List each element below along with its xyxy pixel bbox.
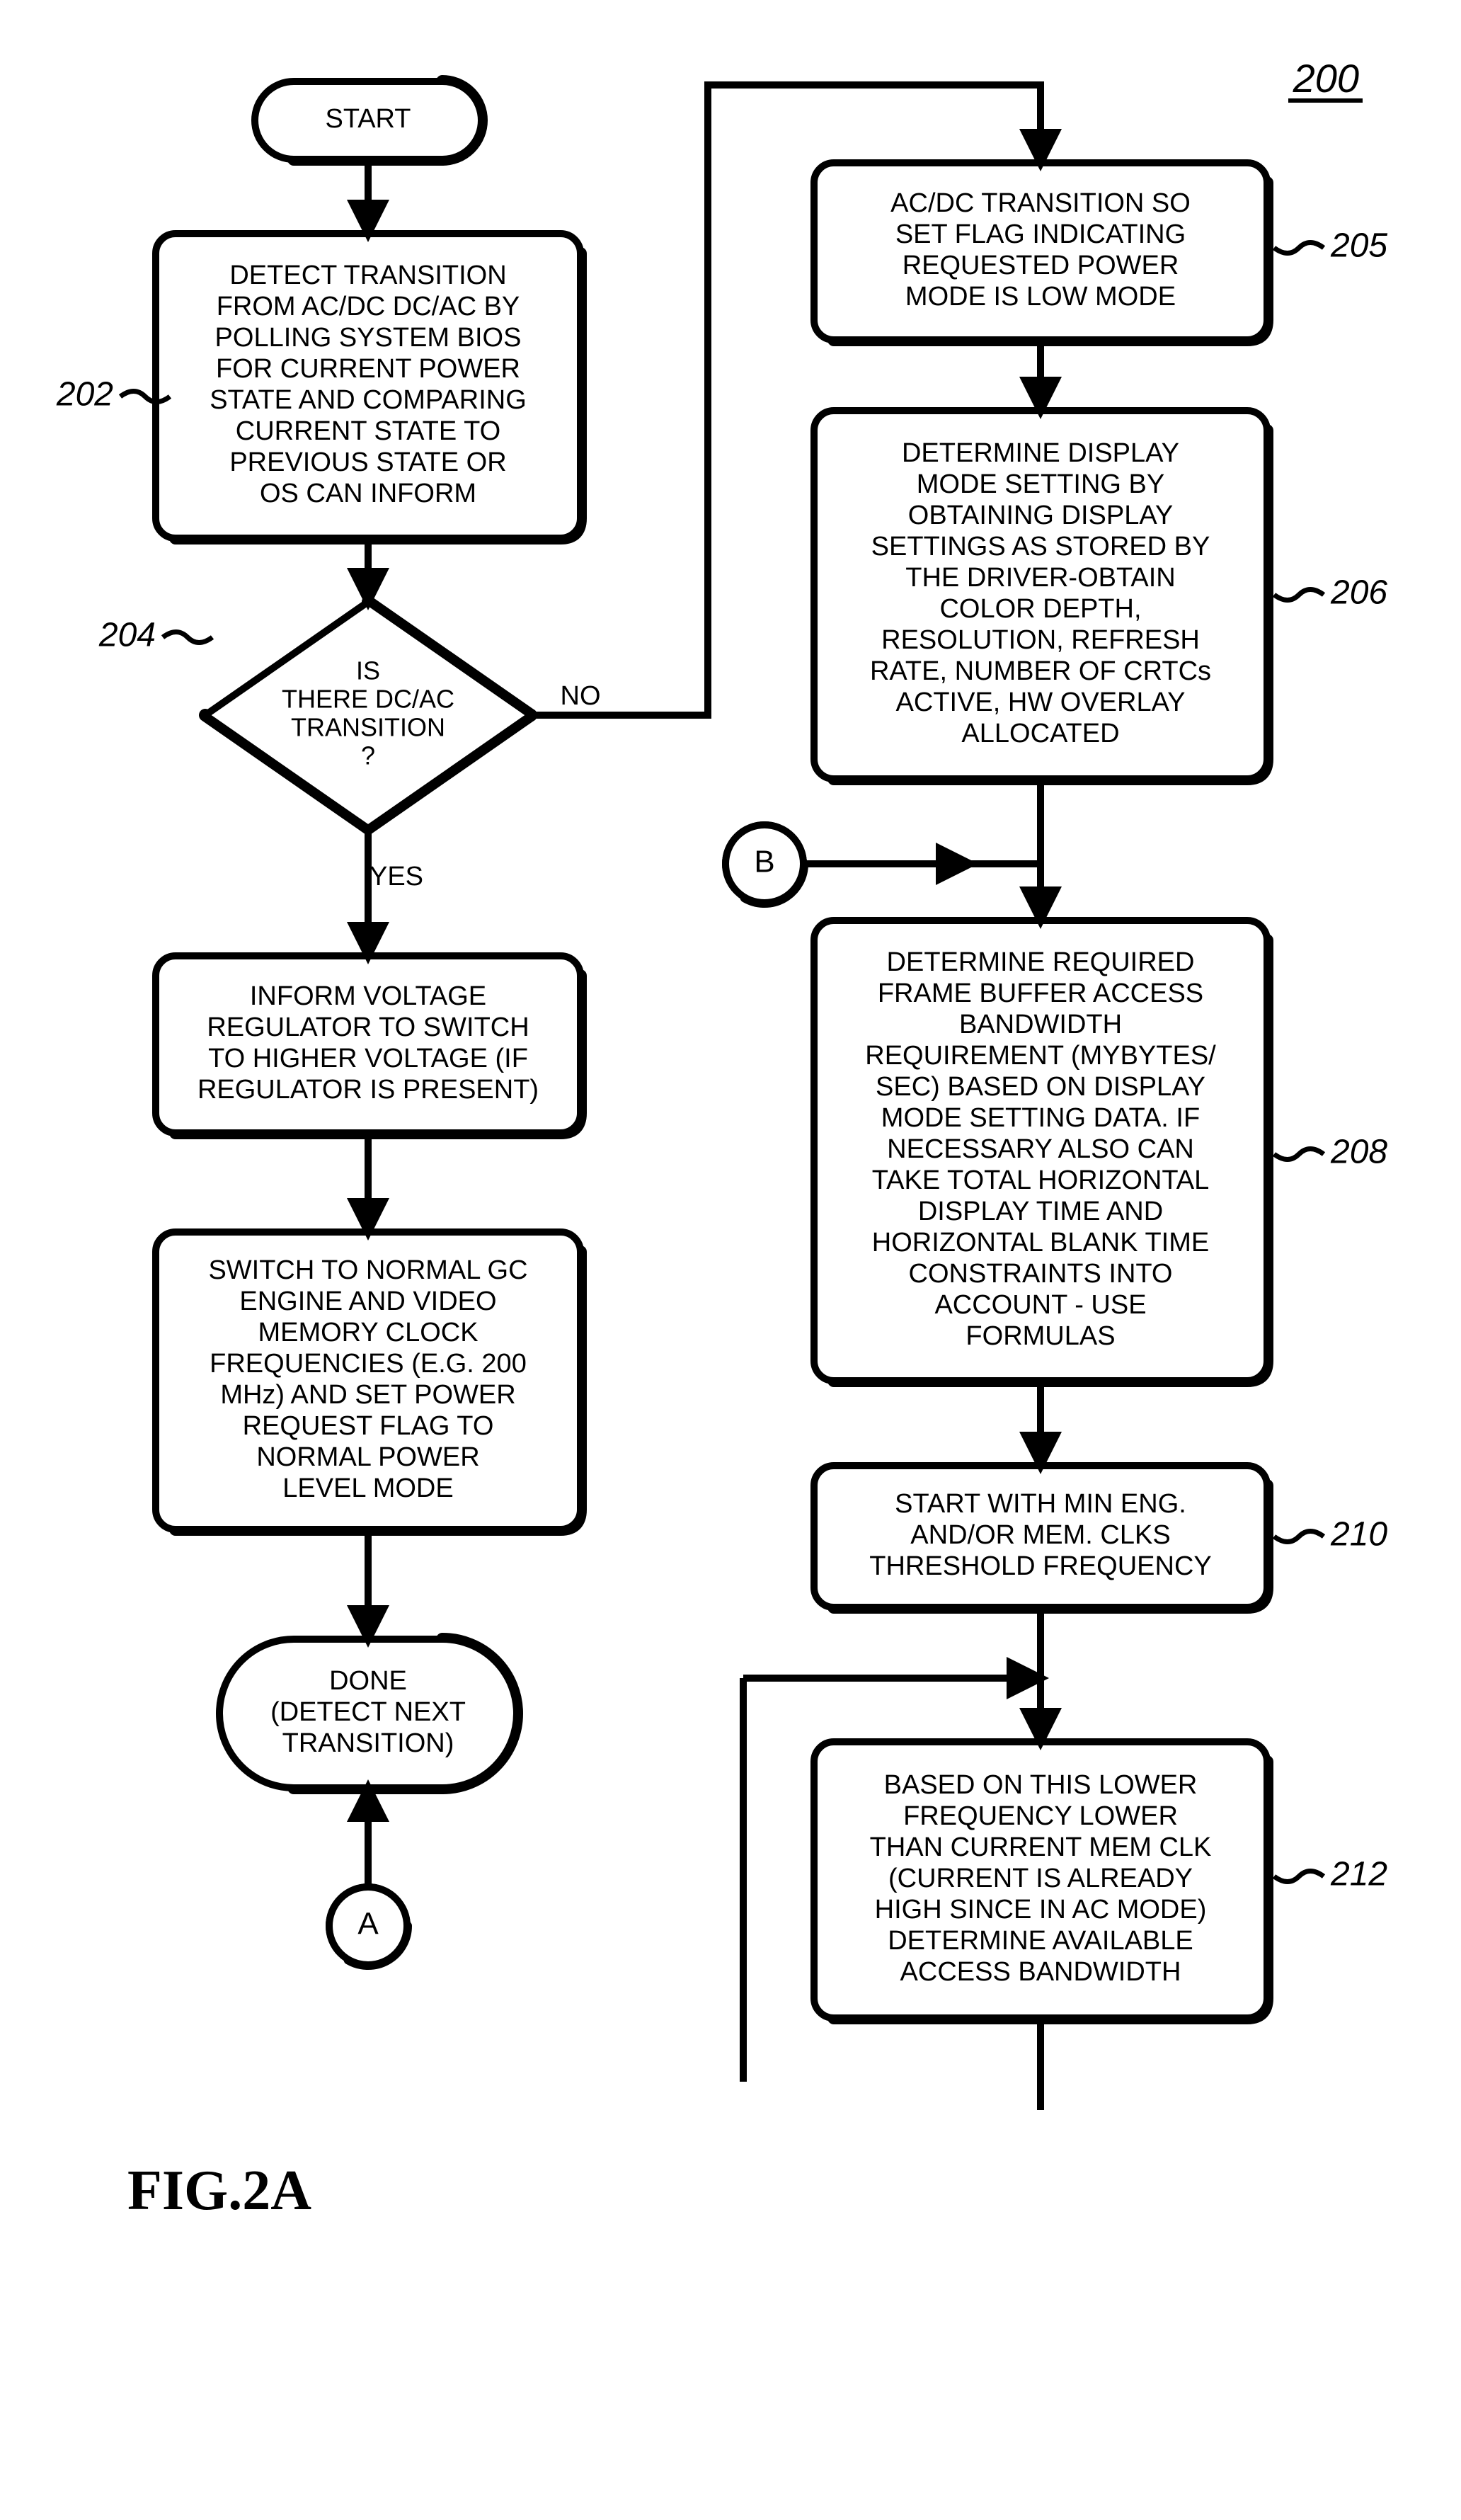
svg-text:FREQUENCIES (E.G. 200: FREQUENCIES (E.G. 200 [210, 1349, 527, 1379]
svg-text:REQUESTED POWER: REQUESTED POWER [903, 251, 1179, 280]
svg-text:205: 205 [1330, 227, 1387, 265]
box-212-text: BASED ON THIS LOWERFREQUENCY LOWERTHAN C… [870, 1770, 1212, 1987]
svg-text:IS: IS [356, 656, 380, 685]
svg-text:MODE SETTING DATA. IF: MODE SETTING DATA. IF [881, 1103, 1200, 1133]
svg-text:?: ? [361, 741, 375, 770]
connector-b-text: B [754, 845, 774, 879]
svg-text:DONE: DONE [329, 1666, 407, 1696]
svg-text:THE DRIVER-OBTAIN: THE DRIVER-OBTAIN [905, 563, 1175, 593]
svg-text:CONSTRAINTS INTO: CONSTRAINTS INTO [909, 1259, 1173, 1289]
svg-text:AC/DC TRANSITION SO: AC/DC TRANSITION SO [890, 188, 1191, 218]
svg-text:COLOR DEPTH,: COLOR DEPTH, [939, 594, 1141, 624]
svg-text:ALLOCATED: ALLOCATED [961, 719, 1119, 748]
svg-text:202: 202 [56, 376, 113, 414]
svg-text:A: A [357, 1907, 379, 1942]
svg-text:MODE SETTING BY: MODE SETTING BY [917, 469, 1164, 499]
svg-text:208: 208 [1330, 1134, 1387, 1171]
svg-text:206: 206 [1330, 574, 1387, 612]
svg-text:DETECT TRANSITION: DETECT TRANSITION [229, 261, 506, 290]
svg-text:START WITH MIN ENG.: START WITH MIN ENG. [895, 1489, 1186, 1519]
svg-text:OS CAN INFORM: OS CAN INFORM [260, 479, 476, 508]
svg-text:THRESHOLD FREQUENCY: THRESHOLD FREQUENCY [869, 1551, 1212, 1581]
svg-text:HORIZONTAL BLANK TIME: HORIZONTAL BLANK TIME [872, 1228, 1209, 1258]
svg-text:REGULATOR IS PRESENT): REGULATOR IS PRESENT) [197, 1075, 539, 1105]
svg-text:TRANSITION: TRANSITION [291, 713, 445, 742]
no-label: NO [561, 681, 601, 711]
svg-text:TAKE TOTAL HORIZONTAL: TAKE TOTAL HORIZONTAL [872, 1165, 1209, 1195]
ref-212: 212 [1274, 1856, 1387, 1893]
box-210-text: START WITH MIN ENG.AND/OR MEM. CLKSTHRES… [869, 1489, 1212, 1581]
svg-text:B: B [754, 845, 774, 879]
svg-text:NECESSARY ALSO CAN: NECESSARY ALSO CAN [887, 1134, 1194, 1164]
svg-text:ENGINE AND VIDEO: ENGINE AND VIDEO [239, 1287, 496, 1316]
svg-text:DISPLAY TIME AND: DISPLAY TIME AND [918, 1197, 1163, 1226]
svg-text:MODE IS LOW MODE: MODE IS LOW MODE [905, 282, 1176, 312]
svg-text:FREQUENCY LOWER: FREQUENCY LOWER [903, 1801, 1178, 1831]
ref-206: 206 [1274, 574, 1387, 612]
svg-text:CURRENT STATE TO: CURRENT STATE TO [236, 416, 500, 446]
svg-text:HIGH SINCE IN AC MODE): HIGH SINCE IN AC MODE) [875, 1895, 1207, 1925]
svg-text:RESOLUTION, REFRESH: RESOLUTION, REFRESH [881, 625, 1200, 655]
svg-text:(CURRENT IS ALREADY: (CURRENT IS ALREADY [888, 1864, 1193, 1893]
svg-text:BANDWIDTH: BANDWIDTH [959, 1010, 1122, 1039]
svg-text:INFORM VOLTAGE: INFORM VOLTAGE [250, 981, 486, 1011]
svg-text:ACTIVE, HW OVERLAY: ACTIVE, HW OVERLAY [896, 688, 1186, 717]
svg-text:TRANSITION): TRANSITION) [282, 1728, 454, 1758]
svg-text:PREVIOUS STATE OR: PREVIOUS STATE OR [229, 447, 506, 477]
svg-text:REQUIREMENT (MYBYTES/: REQUIREMENT (MYBYTES/ [865, 1041, 1216, 1071]
svg-text:DETERMINE DISPLAY: DETERMINE DISPLAY [902, 438, 1179, 468]
svg-text:BASED ON THIS LOWER: BASED ON THIS LOWER [884, 1770, 1198, 1800]
svg-text:REGULATOR TO SWITCH: REGULATOR TO SWITCH [207, 1013, 529, 1042]
svg-text:AND/OR MEM. CLKS: AND/OR MEM. CLKS [910, 1520, 1170, 1550]
ref-210: 210 [1274, 1516, 1387, 1553]
svg-text:DETERMINE AVAILABLE: DETERMINE AVAILABLE [888, 1926, 1193, 1956]
svg-text:204: 204 [98, 617, 156, 654]
yes-label: YES [369, 862, 423, 891]
svg-text:RATE, NUMBER OF CRTCs: RATE, NUMBER OF CRTCs [870, 656, 1211, 686]
svg-text:FROM AC/DC DC/AC BY: FROM AC/DC DC/AC BY [217, 292, 520, 321]
svg-text:MEMORY CLOCK: MEMORY CLOCK [258, 1318, 478, 1347]
svg-text:SWITCH TO NORMAL GC: SWITCH TO NORMAL GC [208, 1255, 527, 1285]
svg-text:TO HIGHER VOLTAGE (IF: TO HIGHER VOLTAGE (IF [208, 1044, 528, 1073]
svg-text:FORMULAS: FORMULAS [966, 1321, 1115, 1351]
svg-text:FOR CURRENT POWER: FOR CURRENT POWER [216, 354, 520, 384]
svg-text:DETERMINE REQUIRED: DETERMINE REQUIRED [887, 947, 1195, 977]
svg-text:210: 210 [1330, 1516, 1387, 1553]
svg-text:ACCESS BANDWIDTH: ACCESS BANDWIDTH [900, 1957, 1181, 1987]
connector-a-text: A [357, 1907, 379, 1942]
ref-205: 205 [1274, 227, 1387, 265]
svg-text:SEC) BASED ON DISPLAY: SEC) BASED ON DISPLAY [876, 1072, 1205, 1102]
svg-text:SET FLAG INDICATING: SET FLAG INDICATING [895, 219, 1186, 249]
svg-text:LEVEL MODE: LEVEL MODE [282, 1473, 453, 1503]
svg-text:START: START [325, 104, 411, 134]
figure-number: 200 [1293, 56, 1359, 101]
svg-text:SETTINGS AS STORED BY: SETTINGS AS STORED BY [871, 532, 1210, 561]
svg-text:THERE DC/AC: THERE DC/AC [282, 685, 454, 714]
svg-text:POLLING SYSTEM BIOS: POLLING SYSTEM BIOS [215, 323, 522, 353]
ref-204: 204 [98, 617, 212, 654]
svg-text:NORMAL POWER: NORMAL POWER [256, 1442, 479, 1472]
figure-label: FIG.2A [127, 2160, 311, 2222]
svg-text:212: 212 [1330, 1856, 1387, 1893]
svg-text:THAN CURRENT MEM CLK: THAN CURRENT MEM CLK [870, 1832, 1212, 1862]
svg-text:ACCOUNT - USE: ACCOUNT - USE [934, 1290, 1146, 1320]
svg-text:REQUEST FLAG TO: REQUEST FLAG TO [243, 1411, 494, 1441]
svg-text:STATE AND COMPARING: STATE AND COMPARING [210, 385, 527, 415]
svg-text:(DETECT NEXT: (DETECT NEXT [270, 1697, 466, 1727]
svg-text:OBTAINING DISPLAY: OBTAINING DISPLAY [908, 501, 1173, 530]
start-terminator-text: START [325, 104, 411, 134]
svg-text:FRAME BUFFER ACCESS: FRAME BUFFER ACCESS [878, 979, 1203, 1008]
svg-text:MHz) AND SET POWER: MHz) AND SET POWER [220, 1380, 515, 1410]
ref-208: 208 [1274, 1134, 1387, 1171]
